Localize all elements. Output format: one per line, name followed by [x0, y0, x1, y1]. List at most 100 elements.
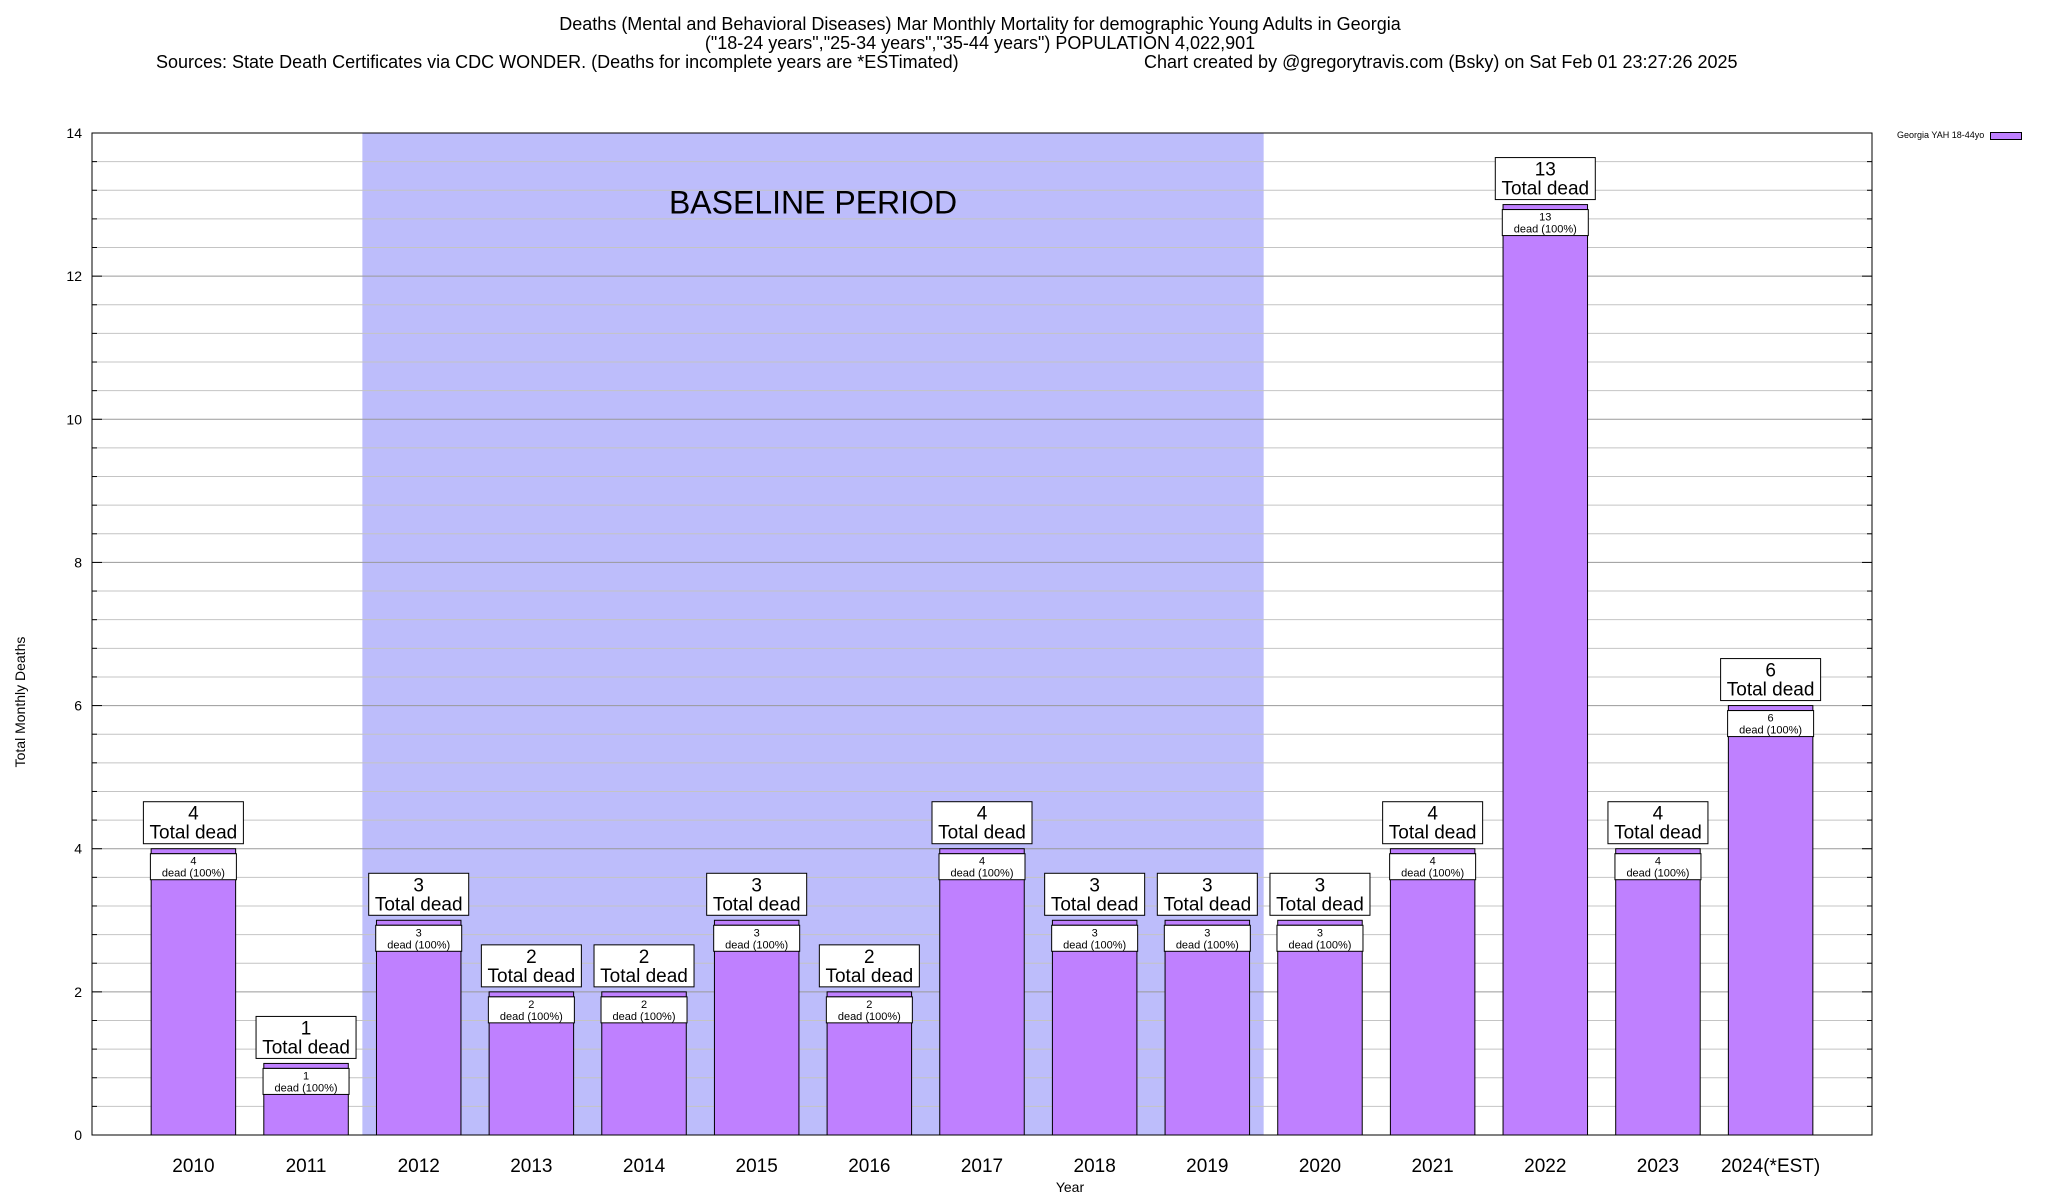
y-tick-label: 12: [66, 268, 82, 284]
total-label-value: 3: [1202, 875, 1213, 896]
bar: [1051, 919, 1138, 1136]
total-label-text: Total dead: [1501, 179, 1589, 200]
x-tick-label: 2010: [172, 1156, 214, 1177]
inner-label-value: 3: [1204, 927, 1210, 939]
total-label-text: Total dead: [825, 966, 913, 987]
x-axis-label: Year: [1056, 1179, 1085, 1195]
inner-label-box: [262, 1067, 350, 1095]
inner-label-text: dead (100%): [1176, 939, 1239, 951]
total-label-text: Total dead: [1389, 823, 1477, 844]
y-tick-label: 2: [74, 984, 82, 1000]
bar: [1502, 204, 1589, 1136]
total-label-box: [255, 1015, 357, 1059]
y-tick-label: 10: [66, 411, 82, 427]
inner-label-box: [1389, 853, 1477, 881]
total-label-box: [931, 801, 1033, 845]
total-label-text: Total dead: [1276, 894, 1364, 915]
inner-label-box: [1276, 924, 1364, 952]
bar: [375, 919, 462, 1136]
inner-label-value: 4: [1430, 856, 1436, 868]
total-label-box: [1269, 872, 1371, 916]
x-tick-label: 2021: [1411, 1156, 1453, 1177]
y-tick-label: 8: [74, 554, 82, 570]
chart-title-line-2: ("18-24 years","25-34 years","35-44 year…: [704, 33, 1256, 53]
y-tick-label: 14: [66, 125, 82, 141]
total-label-box: [1044, 872, 1146, 916]
total-label-box: [480, 944, 582, 988]
bar: [1164, 919, 1251, 1136]
inner-label-box: [938, 853, 1026, 881]
x-tick-label: 2013: [510, 1156, 552, 1177]
y-tick-label: 4: [74, 841, 82, 857]
y-tick-label: 6: [74, 698, 82, 714]
inner-label-text: dead (100%): [162, 868, 225, 880]
total-label-value: 3: [413, 875, 424, 896]
x-tick-label: 2018: [1074, 1156, 1116, 1177]
total-label-box: [1156, 872, 1258, 916]
bar: [939, 848, 1025, 1136]
chart-source-line: Sources: State Death Certificates via CD…: [156, 52, 959, 72]
total-label-box: [593, 944, 695, 988]
inner-label-value: 3: [1092, 927, 1098, 939]
inner-label-box: [600, 996, 688, 1024]
inner-label-text: dead (100%): [951, 868, 1014, 880]
inner-label-text: dead (100%): [1514, 224, 1577, 236]
inner-label-box: [1051, 924, 1139, 952]
inner-label-value: 4: [190, 856, 196, 868]
inner-label-value: 3: [1317, 927, 1323, 939]
total-label-text: Total dead: [150, 823, 238, 844]
total-label-value: 13: [1535, 160, 1556, 181]
total-label-text: Total dead: [1163, 894, 1251, 915]
total-label-text: Total dead: [1727, 680, 1815, 701]
total-label-value: 3: [751, 875, 762, 896]
legend-label: Georgia YAH 18-44yo: [1897, 130, 1985, 140]
total-label-text: Total dead: [1614, 823, 1702, 844]
x-tick-label: 2012: [398, 1156, 440, 1177]
total-label-value: 2: [864, 947, 875, 968]
x-tick-label: 2015: [736, 1156, 778, 1177]
chart-credit-line: Chart created by @gregorytravis.com (Bsk…: [1144, 52, 1738, 72]
inner-label-value: 13: [1539, 212, 1551, 224]
inner-label-box: [1614, 853, 1702, 881]
x-tick-label: 2016: [848, 1156, 890, 1177]
inner-label-value: 1: [303, 1070, 309, 1082]
inner-label-box: [1163, 924, 1251, 952]
total-label-box: [142, 801, 244, 845]
total-label-value: 4: [1427, 804, 1438, 825]
inner-label-value: 3: [754, 927, 760, 939]
inner-label-text: dead (100%): [1401, 868, 1464, 880]
inner-label-text: dead (100%): [387, 939, 450, 951]
inner-label-text: dead (100%): [613, 1011, 676, 1023]
total-label-value: 1: [301, 1018, 312, 1039]
x-tick-label: 2017: [961, 1156, 1003, 1177]
x-tick-label: 2023: [1637, 1156, 1679, 1177]
inner-label-text: dead (100%): [275, 1082, 338, 1094]
x-tick-label: 2022: [1524, 1156, 1566, 1177]
total-label-box: [706, 872, 808, 916]
legend: Georgia YAH 18-44yo: [1897, 130, 2023, 140]
legend-swatch: [1990, 131, 2023, 140]
inner-label-text: dead (100%): [838, 1011, 901, 1023]
total-label-text: Total dead: [488, 966, 576, 987]
total-label-value: 3: [1089, 875, 1100, 896]
inner-label-value: 2: [528, 999, 534, 1011]
x-tick-label: 2019: [1186, 1156, 1228, 1177]
inner-label-text: dead (100%): [725, 939, 788, 951]
total-label-value: 2: [526, 947, 537, 968]
total-label-value: 4: [188, 804, 199, 825]
inner-label-box: [487, 996, 575, 1024]
total-label-box: [1382, 801, 1484, 845]
inner-label-text: dead (100%): [1739, 725, 1802, 737]
x-tick-label: 2011: [286, 1156, 327, 1177]
x-tick-label: 2020: [1299, 1156, 1341, 1177]
bar: [1277, 919, 1363, 1136]
inner-label-box: [149, 853, 237, 881]
bar: [150, 848, 237, 1136]
chart-title-line-1: Deaths (Mental and Behavioral Diseases) …: [559, 14, 1401, 34]
total-label-value: 4: [1653, 804, 1664, 825]
x-tick-label: 2024(*EST): [1721, 1156, 1820, 1177]
total-label-text: Total dead: [600, 966, 688, 987]
inner-label-value: 4: [979, 856, 985, 868]
bar: [713, 919, 800, 1136]
inner-label-value: 3: [416, 927, 422, 939]
